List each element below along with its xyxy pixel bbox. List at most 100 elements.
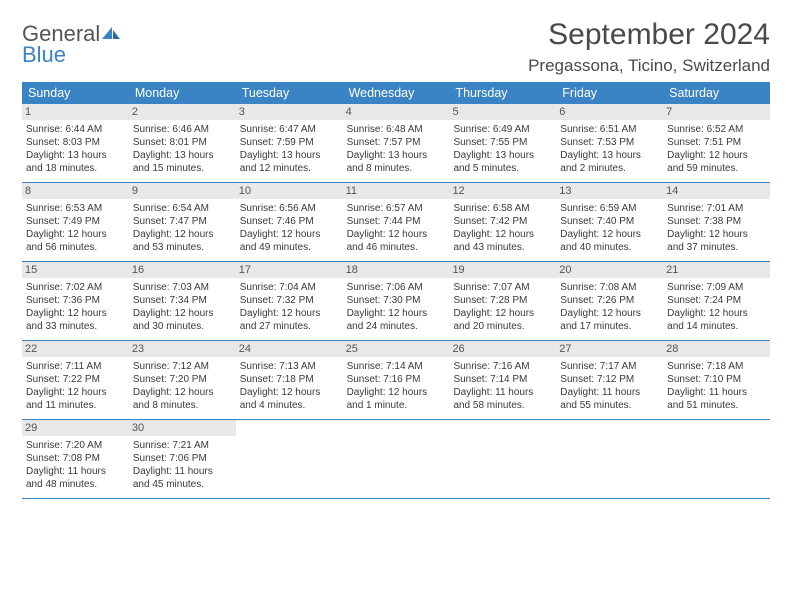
day-cell: . <box>236 420 343 498</box>
daylight-line: Daylight: 12 hours and 43 minutes. <box>453 228 552 254</box>
sunrise-line: Sunrise: 7:03 AM <box>133 281 232 294</box>
day-cell: 14 Sunrise: 7:01 AMSunset: 7:38 PMDayligh… <box>663 183 770 261</box>
day-cell: 16Sunrise: 7:03 AMSunset: 7:34 PMDayligh… <box>129 262 236 340</box>
week-row: 15Sunrise: 7:02 AMSunset: 7:36 PMDayligh… <box>22 262 770 341</box>
sunset-line: Sunset: 7:36 PM <box>26 294 125 307</box>
day-cell: . <box>343 420 450 498</box>
day-number: 21 <box>663 262 770 278</box>
daylight-line: Daylight: 13 hours and 12 minutes. <box>240 149 339 175</box>
sunset-line: Sunset: 7:55 PM <box>453 136 552 149</box>
sunset-line: Sunset: 7:42 PM <box>453 215 552 228</box>
day-number: 10 <box>236 183 343 199</box>
day-cell: 13Sunrise: 6:59 AMSunset: 7:40 PMDayligh… <box>556 183 663 261</box>
day-number: 2 <box>129 104 236 120</box>
sunset-line: Sunset: 7:32 PM <box>240 294 339 307</box>
daylight-line: Daylight: 12 hours and 37 minutes. <box>667 228 766 254</box>
day-info: Sunrise: 7:02 AMSunset: 7:36 PMDaylight:… <box>26 281 125 333</box>
sunrise-line: Sunrise: 7:11 AM <box>26 360 125 373</box>
daylight-line: Daylight: 12 hours and 46 minutes. <box>347 228 446 254</box>
day-number: 3 <box>236 104 343 120</box>
day-number: 27 <box>556 341 663 357</box>
daylight-line: Daylight: 12 hours and 8 minutes. <box>133 386 232 412</box>
day-cell: 29Sunrise: 7:20 AMSunset: 7:08 PMDayligh… <box>22 420 129 498</box>
daylight-line: Daylight: 11 hours and 48 minutes. <box>26 465 125 491</box>
day-number: 23 <box>129 341 236 357</box>
sunset-line: Sunset: 7:49 PM <box>26 215 125 228</box>
sunset-line: Sunset: 7:30 PM <box>347 294 446 307</box>
day-info: Sunrise: 7:20 AMSunset: 7:08 PMDaylight:… <box>26 439 125 491</box>
day-number: 11 <box>343 183 450 199</box>
daylight-line: Daylight: 12 hours and 14 minutes. <box>667 307 766 333</box>
sunrise-line: Sunrise: 7:01 AM <box>667 202 766 215</box>
sunset-line: Sunset: 7:40 PM <box>560 215 659 228</box>
day-cell: 10 Sunrise: 6:56 AMSunset: 7:46 PMDayligh… <box>236 183 343 261</box>
day-number: 24 <box>236 341 343 357</box>
day-cell: 25Sunrise: 7:14 AMSunset: 7:16 PMDayligh… <box>343 341 450 419</box>
day-cell: 7Sunrise: 6:52 AMSunset: 7:51 PMDaylight… <box>663 104 770 182</box>
sunrise-line: Sunrise: 6:46 AM <box>133 123 232 136</box>
day-info: Sunrise: 7:21 AMSunset: 7:06 PMDaylight:… <box>133 439 232 491</box>
weekday-cell: Tuesday <box>236 82 343 104</box>
day-info: Sunrise: 6:57 AMSunset: 7:44 PMDaylight:… <box>347 202 446 254</box>
sunrise-line: Sunrise: 6:44 AM <box>26 123 125 136</box>
day-cell: 9Sunrise: 6:54 AMSunset: 7:47 PMDaylight… <box>129 183 236 261</box>
day-info: Sunrise: 7:06 AMSunset: 7:30 PMDaylight:… <box>347 281 446 333</box>
day-number: 4 <box>343 104 450 120</box>
sunrise-line: Sunrise: 7:07 AM <box>453 281 552 294</box>
weekday-cell: Thursday <box>449 82 556 104</box>
day-cell: 12Sunrise: 6:58 AMSunset: 7:42 PMDayligh… <box>449 183 556 261</box>
week-row: 29Sunrise: 7:20 AMSunset: 7:08 PMDayligh… <box>22 420 770 499</box>
day-info: Sunrise: 6:44 AMSunset: 8:03 PMDaylight:… <box>26 123 125 175</box>
sunrise-line: Sunrise: 6:53 AM <box>26 202 125 215</box>
day-cell: 26Sunrise: 7:16 AMSunset: 7:14 PMDayligh… <box>449 341 556 419</box>
sunrise-line: Sunrise: 6:56 AM <box>240 202 339 215</box>
day-number: 7 <box>663 104 770 120</box>
day-info: Sunrise: 6:56 AMSunset: 7:46 PMDaylight:… <box>240 202 339 254</box>
daylight-line: Daylight: 12 hours and 20 minutes. <box>453 307 552 333</box>
day-info: Sunrise: 7:11 AMSunset: 7:22 PMDaylight:… <box>26 360 125 412</box>
day-cell: 28Sunrise: 7:18 AMSunset: 7:10 PMDayligh… <box>663 341 770 419</box>
day-cell: 6Sunrise: 6:51 AMSunset: 7:53 PMDaylight… <box>556 104 663 182</box>
sunset-line: Sunset: 7:53 PM <box>560 136 659 149</box>
day-cell: 21 Sunrise: 7:09 AMSunset: 7:24 PMDayligh… <box>663 262 770 340</box>
day-cell: 17Sunrise: 7:04 AMSunset: 7:32 PMDayligh… <box>236 262 343 340</box>
day-cell: 4Sunrise: 6:48 AMSunset: 7:57 PMDaylight… <box>343 104 450 182</box>
daylight-line: Daylight: 12 hours and 1 minute. <box>347 386 446 412</box>
day-number: 13 <box>556 183 663 199</box>
sunrise-line: Sunrise: 6:57 AM <box>347 202 446 215</box>
day-number: 16 <box>129 262 236 278</box>
daylight-line: Daylight: 12 hours and 24 minutes. <box>347 307 446 333</box>
sunset-line: Sunset: 7:16 PM <box>347 373 446 386</box>
daylight-line: Daylight: 11 hours and 55 minutes. <box>560 386 659 412</box>
sunrise-line: Sunrise: 7:17 AM <box>560 360 659 373</box>
day-info: Sunrise: 7:12 AMSunset: 7:20 PMDaylight:… <box>133 360 232 412</box>
day-info: Sunrise: 6:53 AMSunset: 7:49 PMDaylight:… <box>26 202 125 254</box>
day-number: 30 <box>129 420 236 436</box>
sail-icon <box>100 24 122 45</box>
sunset-line: Sunset: 7:22 PM <box>26 373 125 386</box>
weekday-cell: Friday <box>556 82 663 104</box>
day-info: Sunrise: 7:18 AMSunset: 7:10 PMDaylight:… <box>667 360 766 412</box>
day-info: Sunrise: 7:04 AMSunset: 7:32 PMDaylight:… <box>240 281 339 333</box>
sunrise-line: Sunrise: 6:51 AM <box>560 123 659 136</box>
daylight-line: Daylight: 13 hours and 15 minutes. <box>133 149 232 175</box>
sunrise-line: Sunrise: 7:06 AM <box>347 281 446 294</box>
daylight-line: Daylight: 12 hours and 30 minutes. <box>133 307 232 333</box>
daylight-line: Daylight: 13 hours and 18 minutes. <box>26 149 125 175</box>
day-info: Sunrise: 7:09 AMSunset: 7:24 PMDaylight:… <box>667 281 766 333</box>
logo-text: General Blue <box>22 24 122 66</box>
day-cell: 27Sunrise: 7:17 AMSunset: 7:12 PMDayligh… <box>556 341 663 419</box>
daylight-line: Daylight: 13 hours and 8 minutes. <box>347 149 446 175</box>
day-cell: 18Sunrise: 7:06 AMSunset: 7:30 PMDayligh… <box>343 262 450 340</box>
sunrise-line: Sunrise: 7:04 AM <box>240 281 339 294</box>
sunset-line: Sunset: 7:59 PM <box>240 136 339 149</box>
day-cell: 30 Sunrise: 7:21 AMSunset: 7:06 PMDayligh… <box>129 420 236 498</box>
day-number: 14 <box>663 183 770 199</box>
sunrise-line: Sunrise: 7:13 AM <box>240 360 339 373</box>
day-cell: 23 Sunrise: 7:12 AMSunset: 7:20 PMDayligh… <box>129 341 236 419</box>
sunrise-line: Sunrise: 6:58 AM <box>453 202 552 215</box>
daylight-line: Daylight: 13 hours and 2 minutes. <box>560 149 659 175</box>
day-info: Sunrise: 6:54 AMSunset: 7:47 PMDaylight:… <box>133 202 232 254</box>
sunset-line: Sunset: 7:38 PM <box>667 215 766 228</box>
daylight-line: Daylight: 11 hours and 45 minutes. <box>133 465 232 491</box>
